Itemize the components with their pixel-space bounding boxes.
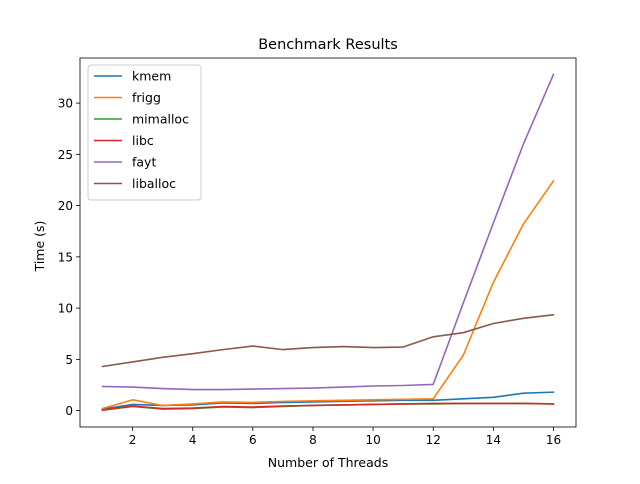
x-tick-label: 10 — [365, 433, 380, 447]
legend-box — [87, 64, 202, 201]
y-tick-label: 20 — [58, 199, 73, 213]
legend-label-liballoc: liballoc — [132, 176, 176, 191]
series-lines — [101, 73, 555, 411]
y-tick-label: 25 — [58, 148, 73, 162]
series-line-liballoc — [101, 313, 555, 368]
x-axis-label: Number of Threads — [268, 455, 388, 470]
x-axis: 2 4 6 8 10 12 14 16 — [129, 427, 561, 447]
legend-label-mimalloc: mimalloc — [132, 112, 189, 127]
y-tick-label: 15 — [58, 250, 73, 264]
x-tick-label: 14 — [486, 433, 501, 447]
legend-label-kmem: kmem — [132, 69, 171, 84]
legend-label-libc: libc — [132, 133, 154, 148]
legend-label-fayt: fayt — [132, 155, 156, 170]
y-tick-label: 5 — [65, 353, 73, 367]
legend-label-frigg: frigg — [132, 90, 161, 105]
x-tick-label: 2 — [129, 433, 137, 447]
y-tick-label: 0 — [65, 404, 73, 418]
x-tick-label: 12 — [426, 433, 441, 447]
x-tick-label: 16 — [546, 433, 561, 447]
legend: kmem frigg mimalloc libc fayt liballoc — [87, 64, 202, 201]
y-axis: 0 5 10 15 20 25 30 — [58, 97, 80, 418]
y-tick-label: 30 — [58, 97, 73, 111]
x-tick-label: 4 — [189, 433, 197, 447]
series-line-fayt — [101, 73, 555, 391]
x-tick-label: 6 — [249, 433, 257, 447]
chart-title: Benchmark Results — [258, 37, 398, 53]
series-line-libc — [101, 402, 555, 411]
y-tick-label: 10 — [58, 302, 73, 316]
y-axis-label: Time (s) — [32, 221, 47, 273]
x-tick-label: 8 — [309, 433, 317, 447]
series-line-frigg — [101, 179, 555, 410]
